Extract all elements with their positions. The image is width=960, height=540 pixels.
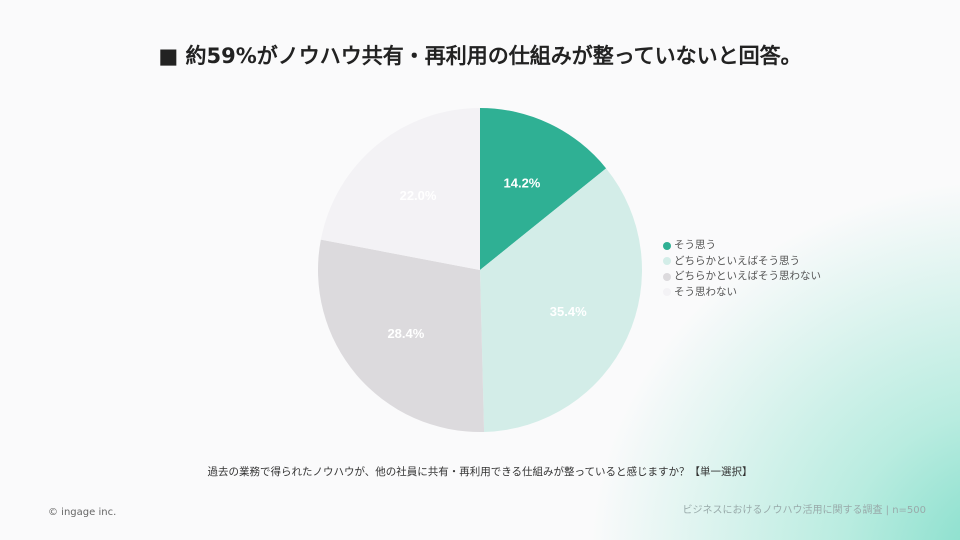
legend-label: どちらかといえばそう思わない (674, 270, 821, 282)
slice-label: 22.0% (400, 188, 437, 203)
legend-label: そう思う (674, 239, 716, 251)
legend-swatch (663, 272, 671, 281)
pie-slice (320, 108, 480, 270)
page-title: ■ 約59%がノウハウ共有・再利用の仕組みが整っていないと回答。 (158, 44, 802, 68)
legend-item: どちらかといえばそう思う (663, 254, 821, 270)
legend-label: どちらかといえばそう思う (674, 254, 800, 267)
pie-slice (480, 108, 607, 270)
copyright: © ingage inc. (48, 507, 117, 518)
legend-item: どちらかといえばそう思わない (663, 269, 821, 285)
slice-label: 28.4% (387, 326, 424, 341)
survey-question: 過去の業務で得られたノウハウが、他の社員に共有・再利用できる仕組みが整っていると… (207, 466, 753, 478)
legend-swatch (663, 288, 671, 297)
pie-slice (480, 168, 643, 432)
legend-label: そう思わない (674, 285, 737, 298)
legend: そう思うどちらかといえばそう思うどちらかといえばそう思わない そう思わない (663, 238, 821, 300)
legend-item: そう思わない (663, 285, 821, 301)
pie-slice (318, 239, 485, 432)
slice-label: 35.4% (550, 304, 587, 319)
slice-label: 14.2% (504, 175, 541, 190)
legend-item: そう思う (663, 238, 821, 254)
legend-swatch (663, 241, 671, 250)
legend-swatch (663, 257, 671, 266)
source-note: ビジネスにおけるノウハウ活用に関する調査 | n=500 (682, 505, 926, 516)
